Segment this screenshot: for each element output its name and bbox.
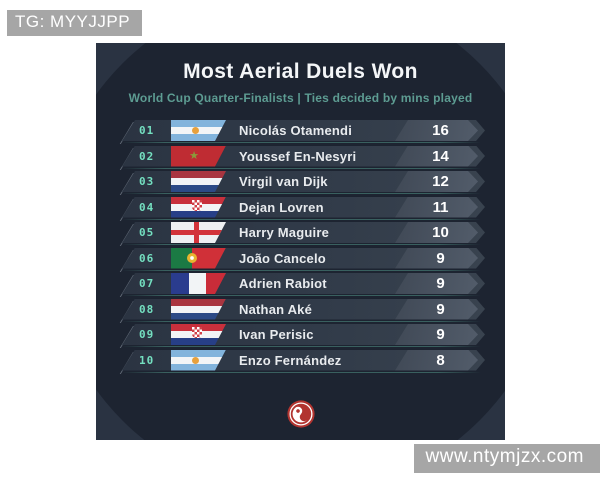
row-content: 03 Virgil van Dijk xyxy=(122,171,485,192)
value-badge: 10 xyxy=(395,222,478,243)
value-badge: 14 xyxy=(395,146,478,167)
value-badge: 11 xyxy=(395,197,478,218)
page-subtitle: World Cup Quarter-Finalists | Ties decid… xyxy=(128,91,473,105)
row-content: 04 Dejan Lovren xyxy=(122,197,485,218)
ranking-list: 01 Nicolás Otamendi 16 02 Youssef En-Nes… xyxy=(122,120,485,373)
country-flag-icon xyxy=(171,299,226,320)
table-row: 05 Harry Maguire 10 xyxy=(122,222,485,245)
player-name: Dejan Lovren xyxy=(239,199,324,215)
value-badge: 8 xyxy=(395,350,478,371)
row-content: 07 Adrien Rabiot xyxy=(122,273,485,294)
rank-label: 05 xyxy=(139,226,155,239)
rank-label: 06 xyxy=(139,251,155,265)
table-row: 02 Youssef En-Nesyri 14 xyxy=(122,146,485,169)
row-content: 09 Ivan Perisic xyxy=(122,324,485,345)
table-row: 04 Dejan Lovren 11 xyxy=(122,197,485,220)
country-flag-icon xyxy=(171,273,226,294)
country-flag-icon xyxy=(171,248,226,269)
bottom-watermark: www.ntymjzx.com xyxy=(413,444,600,473)
row-content: 05 Harry Maguire xyxy=(122,222,485,243)
table-row: 09 Ivan Perisic 9 xyxy=(122,324,485,347)
country-flag-icon xyxy=(171,120,226,141)
player-name: Enzo Fernández xyxy=(239,352,342,368)
row-content: 02 Youssef En-Nesyri xyxy=(122,146,485,167)
player-name: Adrien Rabiot xyxy=(239,276,327,291)
table-row: 01 Nicolás Otamendi 16 xyxy=(122,120,485,143)
top-watermark: TG: MYYJJPP xyxy=(7,10,143,36)
page-title: Most Aerial Duels Won xyxy=(183,60,418,83)
table-row: 10 Enzo Fernández 8 xyxy=(122,350,485,373)
row-content: 06 João Cancelo xyxy=(122,248,485,269)
table-row: 06 João Cancelo 9 xyxy=(122,248,485,271)
player-name: Ivan Perisic xyxy=(239,327,314,342)
value-badge: 9 xyxy=(395,273,478,294)
country-flag-icon xyxy=(171,146,226,167)
rank-label: 09 xyxy=(139,328,155,341)
country-flag-icon xyxy=(171,350,226,371)
country-flag-icon xyxy=(171,324,226,345)
rank-label: 02 xyxy=(139,149,155,163)
value-badge: 9 xyxy=(395,248,478,269)
value-badge: 16 xyxy=(395,120,478,141)
row-content: 08 Nathan Aké xyxy=(122,299,485,320)
rank-label: 08 xyxy=(139,302,155,316)
rank-label: 10 xyxy=(139,353,155,367)
value-badge: 9 xyxy=(395,299,478,320)
rank-label: 04 xyxy=(139,200,155,214)
row-content: 10 Enzo Fernández xyxy=(122,350,485,371)
country-flag-icon xyxy=(171,171,226,192)
player-name: Youssef En-Nesyri xyxy=(239,148,357,164)
table-row: 08 Nathan Aké 9 xyxy=(122,299,485,322)
rank-label: 01 xyxy=(139,124,155,137)
rank-label: 03 xyxy=(139,175,155,188)
table-row: 03 Virgil van Dijk 12 xyxy=(122,171,485,194)
player-name: João Cancelo xyxy=(239,250,326,266)
player-name: Nicolás Otamendi xyxy=(239,123,353,138)
player-name: Nathan Aké xyxy=(239,301,313,317)
value-badge: 12 xyxy=(395,171,478,192)
row-content: 01 Nicolás Otamendi xyxy=(122,120,485,141)
header: Most Aerial Duels Won World Cup Quarter-… xyxy=(96,60,505,105)
table-row: 07 Adrien Rabiot 9 xyxy=(122,273,485,296)
player-name: Harry Maguire xyxy=(239,225,330,240)
country-flag-icon xyxy=(171,197,226,218)
stats-panel: Most Aerial Duels Won World Cup Quarter-… xyxy=(96,43,505,440)
publisher-logo-icon xyxy=(286,400,315,428)
value-badge: 9 xyxy=(395,324,478,345)
country-flag-icon xyxy=(171,222,226,243)
rank-label: 07 xyxy=(139,277,155,290)
player-name: Virgil van Dijk xyxy=(239,174,328,189)
